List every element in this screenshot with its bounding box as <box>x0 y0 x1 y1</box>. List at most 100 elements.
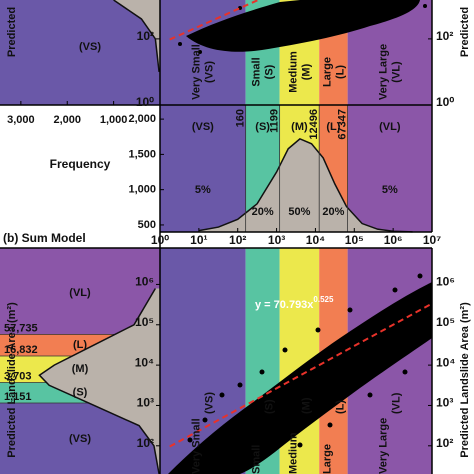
point <box>315 327 321 333</box>
size-band <box>0 248 160 335</box>
class-code: (S) <box>255 121 270 133</box>
y-axis-title: Predicted Landslide Area (m²) <box>459 302 471 458</box>
band-code: (S) <box>264 64 276 79</box>
boundary-label: 1199 <box>269 109 281 133</box>
density-area <box>39 288 160 474</box>
class-code: (M) <box>72 363 89 375</box>
band-code: (S) <box>264 399 276 414</box>
boundary-label: 67347 <box>337 109 349 140</box>
y-tick-label: 10³ <box>436 396 453 410</box>
boundary-label: 3,703 <box>4 370 32 382</box>
boundary-label: 57,735 <box>4 322 38 334</box>
class-code: (M) <box>291 121 308 133</box>
y-tick-label: 10² <box>137 436 154 450</box>
share-label: 20% <box>322 206 344 218</box>
boundary-label: 1,151 <box>4 391 32 403</box>
y-tick-label: 1,000 <box>128 184 156 196</box>
point <box>417 273 423 279</box>
class-code: (L) <box>73 339 87 351</box>
band-code: (VL) <box>391 61 403 83</box>
boundary-label: 16,832 <box>4 344 38 356</box>
x-tick-label: 3,000 <box>7 114 35 126</box>
band-code: (L) <box>334 65 346 79</box>
y-axis-title: Predicted <box>6 7 18 57</box>
size-band <box>347 105 432 232</box>
point <box>247 463 253 469</box>
point <box>198 50 202 54</box>
band-code: (M) <box>300 397 312 414</box>
density-area <box>198 138 413 232</box>
x-tick-label: 10⁵ <box>345 233 364 247</box>
point-cloud <box>186 0 420 52</box>
x-tick-label: 10⁴ <box>306 233 325 247</box>
share-label: 20% <box>252 206 274 218</box>
y-tick-label: 10⁰ <box>136 95 154 109</box>
point <box>178 42 182 46</box>
y-tick-label: 10² <box>436 29 453 43</box>
x-tick-label: 10⁰ <box>151 233 169 247</box>
point <box>173 467 179 473</box>
point <box>259 369 265 375</box>
point <box>347 307 353 313</box>
y-tick-label: 10⁶ <box>135 275 154 289</box>
y-tick-label: 10⁴ <box>436 355 455 369</box>
fit-equation: y = 70.793x0.525 <box>255 295 334 311</box>
y-axis-title: Predicted <box>459 7 471 57</box>
density-line <box>113 0 160 73</box>
band-name: Small <box>251 57 263 86</box>
x-tick-label: 10² <box>229 233 246 247</box>
band-name: Large <box>321 57 333 87</box>
y-tick-label: 10⁶ <box>436 275 455 289</box>
density-line <box>38 288 160 474</box>
point <box>327 422 333 428</box>
y-tick-label: 10² <box>137 29 154 43</box>
share-label: 5% <box>382 184 398 196</box>
y-axis-title: Predicted Landslide Area (m²) <box>6 302 18 458</box>
y-tick-label: 10⁵ <box>135 315 154 329</box>
point <box>282 347 288 353</box>
size-band <box>160 105 246 232</box>
data-layer <box>0 0 433 474</box>
class-code: (VL) <box>69 287 91 299</box>
band-code: (VL) <box>391 392 403 414</box>
class-code: (VS) <box>69 433 91 445</box>
x-tick-label: 10¹ <box>190 233 207 247</box>
band-code: (L) <box>334 400 346 414</box>
band-code: (VS) <box>204 392 216 414</box>
y-tick-label: 10³ <box>137 396 154 410</box>
class-code: (L) <box>326 121 340 133</box>
equation-text: y = 70.793x <box>255 299 314 311</box>
class-code: (S) <box>73 387 88 399</box>
point <box>367 392 373 398</box>
band-name: Small <box>251 445 263 474</box>
density-line <box>198 137 413 233</box>
axes-frame <box>0 0 433 474</box>
point <box>423 4 427 8</box>
point <box>297 442 303 448</box>
y-axis-title: Frequency <box>50 157 111 171</box>
band-code: (VS) <box>204 61 216 83</box>
point <box>202 417 208 423</box>
class-code: (VL) <box>379 121 401 133</box>
panel-title: (b) Sum Model <box>3 231 86 245</box>
boundary-label: 12496 <box>308 109 320 140</box>
band-name: Very Small <box>191 44 203 100</box>
point <box>219 392 225 398</box>
y-tick-label: 2,000 <box>128 113 156 125</box>
point <box>402 369 408 375</box>
share-label: 50% <box>288 206 310 218</box>
x-tick-label: 10⁶ <box>384 233 403 247</box>
point <box>392 287 398 293</box>
x-tick-label: 10³ <box>268 233 285 247</box>
band-name: Very Small <box>191 418 203 474</box>
y-tick-label: 10⁴ <box>135 355 154 369</box>
band-name: Medium <box>287 432 299 474</box>
y-tick-label: 1,500 <box>128 148 156 160</box>
y-tick-label: 10⁵ <box>436 315 455 329</box>
band-code: (M) <box>300 63 312 80</box>
size-band <box>0 0 160 105</box>
y-tick-label: 10⁰ <box>436 95 454 109</box>
equation-exponent: 0.525 <box>313 295 334 304</box>
